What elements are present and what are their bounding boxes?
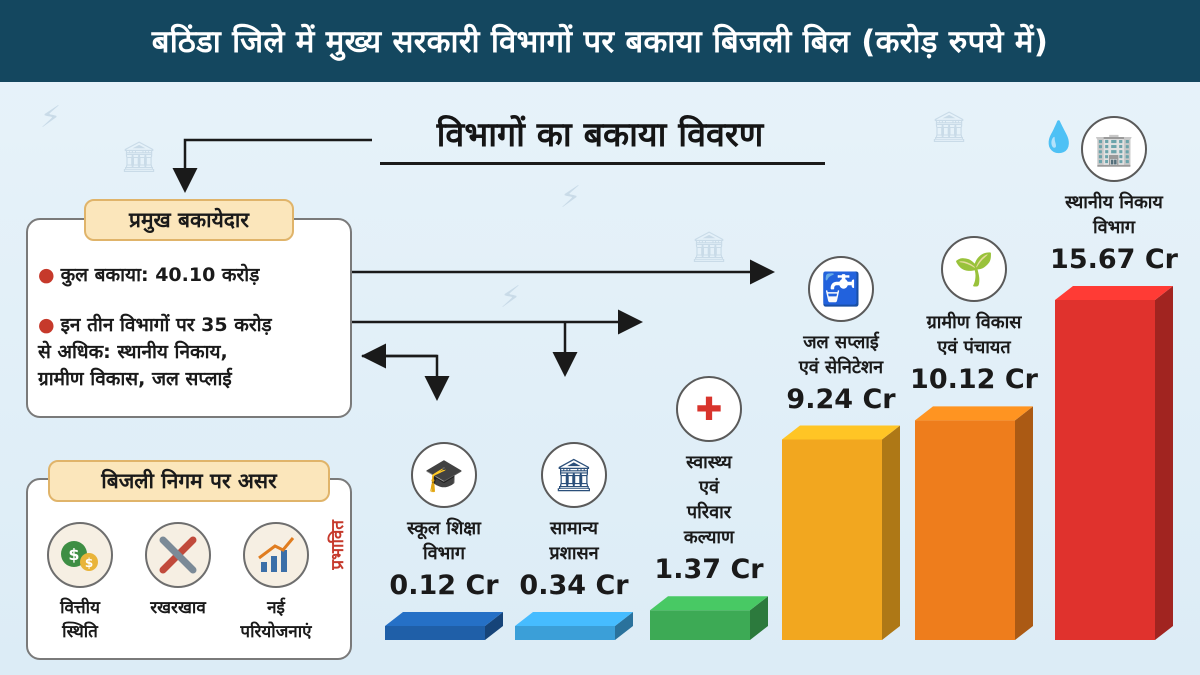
- bullet-dot: ●: [38, 264, 55, 286]
- bar-category-label: स्कूल शिक्षा विभाग: [407, 518, 481, 564]
- bullet-dot: ●: [38, 314, 55, 336]
- header-bar: बठिंडा जिले में मुख्य सरकारी विभागों पर …: [0, 0, 1200, 82]
- municipal-building-icon: 🏢: [1081, 116, 1147, 182]
- bar-category-label: सामान्य प्रशासन: [549, 518, 599, 564]
- bar-front-3: [782, 439, 882, 640]
- money-bag-icon: $ $: [47, 522, 113, 588]
- bar-top-3: [782, 425, 900, 440]
- tools-icon: [145, 522, 211, 588]
- bar-side-2: [750, 596, 768, 640]
- bar-side-3: [882, 425, 900, 640]
- water-tap-icon: 🚰: [808, 255, 874, 322]
- drop-background-icon: 💧: [1040, 120, 1078, 155]
- impact-item-finance: $ $ वित्तीय स्थिति: [30, 522, 130, 644]
- bar-side-1: [615, 612, 633, 640]
- bar-front-2: [650, 610, 750, 640]
- growth-chart-icon: [243, 522, 309, 588]
- bar-category-label: स्थानीय निकाय विभाग: [1065, 192, 1163, 238]
- bar-top-0: [385, 612, 503, 626]
- bar-side-4: [1015, 406, 1033, 640]
- bar-value-label: 9.24 Cr: [786, 383, 896, 415]
- government-building-icon: 🏛: [541, 442, 607, 508]
- impact-item-maintenance: रखरखाव: [128, 522, 228, 620]
- bar-value-label: 0.34 Cr: [519, 570, 629, 601]
- page-title: बठिंडा जिले में मुख्य सरकारी विभागों पर …: [151, 24, 1049, 60]
- key-defaulters-card: [26, 218, 352, 418]
- bar-front-4: [915, 420, 1015, 640]
- bullet-top-three: ● इन तीन विभागों पर 35 करोड़ से अधिक: स्थ…: [38, 314, 272, 390]
- bar-front-5: [1055, 300, 1155, 640]
- key-defaulters-title: प्रमुख बकायेदार: [84, 199, 294, 241]
- bolt-background-icon: ⚡: [500, 280, 522, 315]
- bullet-total-due: ● कुल बकाया: 40.10 करोड़: [38, 264, 260, 286]
- svg-text:$: $: [68, 545, 79, 564]
- bar-value-label: 0.12 Cr: [389, 570, 499, 601]
- bar-front-0: [385, 626, 485, 640]
- bar-category-label: स्वास्थ्य एवं परिवार कल्याण: [683, 452, 735, 549]
- impact-finance-label: वित्तीय स्थिति: [60, 598, 100, 642]
- health-cross-icon: ✚: [676, 376, 742, 443]
- bar-top-4: [915, 406, 1033, 421]
- impact-maintenance-label: रखरखाव: [150, 598, 206, 618]
- bar-side-0: [485, 612, 503, 640]
- bar-front-1: [515, 626, 615, 640]
- subtitle-underline: [380, 162, 825, 165]
- arrow-subtitle-to-card: [172, 138, 372, 193]
- bar-value-label: 15.67 Cr: [1050, 244, 1178, 275]
- svg-text:$: $: [85, 556, 93, 570]
- bar-value-label: 10.12 Cr: [910, 364, 1038, 396]
- building-background-icon: 🏛: [690, 230, 729, 265]
- bar-category-label: जल सप्लाई एवं सेनिटेशन: [798, 331, 884, 378]
- impact-title: बिजली निगम पर असर: [48, 460, 330, 502]
- bar-value-label: 1.37 Cr: [654, 554, 764, 586]
- chart-subtitle: विभागों का बकाया विवरण: [436, 115, 764, 155]
- building-background-icon: 🏛: [930, 110, 969, 145]
- bar-side-5: [1155, 286, 1173, 640]
- rural-development-icon: 🌱: [941, 236, 1007, 303]
- school-icon: 🎓: [411, 442, 477, 508]
- impact-item-new-projects: नई परियोजनाएं: [226, 522, 326, 644]
- bar-top-2: [650, 596, 768, 611]
- bar-category-label: ग्रामीण विकास एवं पंचायत: [926, 312, 1022, 359]
- building-background-icon: 🏛: [120, 140, 159, 175]
- bolt-background-icon: ⚡: [40, 100, 62, 135]
- impact-new-projects-label: नई परियोजनाएं: [240, 598, 312, 642]
- bar-top-5: [1055, 286, 1173, 300]
- bolt-background-icon: ⚡: [560, 180, 582, 215]
- bar-top-1: [515, 612, 633, 626]
